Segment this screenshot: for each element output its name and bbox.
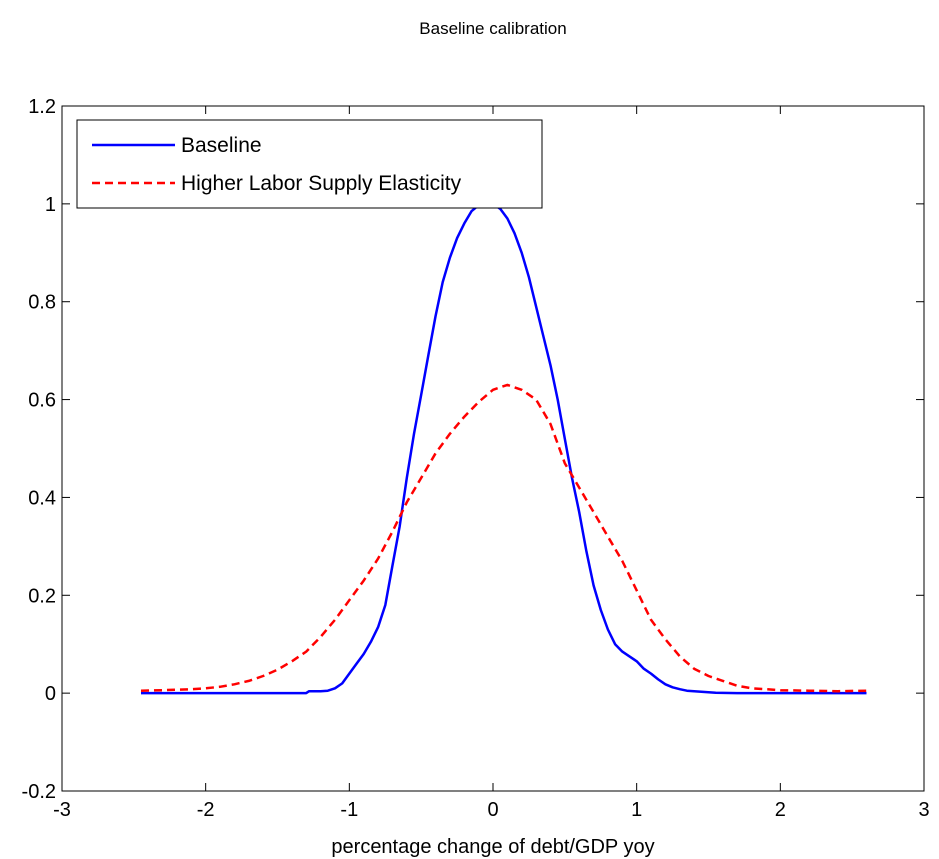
series-line-baseline — [141, 202, 867, 695]
x-axis-label: percentage change of debt/GDP yoy — [331, 836, 654, 858]
legend: Baseline Higher Labor Supply Elasticity — [76, 119, 543, 209]
x-tick-label: 3 — [918, 799, 929, 821]
x-tick-label: 2 — [775, 799, 786, 821]
x-tick-label: -1 — [340, 799, 358, 821]
legend-label: Baseline — [181, 134, 262, 157]
series-group — [140, 202, 867, 695]
x-tick-label: 0 — [487, 799, 498, 821]
legend-label: Higher Labor Supply Elasticity — [181, 172, 462, 195]
y-tick-label: 0 — [45, 683, 56, 705]
x-tick-label: -2 — [197, 799, 215, 821]
legend-box — [76, 119, 543, 209]
x-tick-label: 1 — [631, 799, 642, 821]
y-tick-label: -0.2 — [22, 781, 56, 803]
plot-area-frame — [61, 105, 925, 792]
series-line-higher-labor-supply-elasticity — [140, 383, 867, 693]
y-tick-label: 1 — [45, 194, 56, 216]
y-tick-label: 0.8 — [28, 292, 56, 314]
ticks: -3 -2 -1 0 1 2 3 -0.2 0 0.2 0.4 0.6 0.8 1 1.2 — [22, 96, 930, 821]
x-tick-label: -3 — [53, 799, 71, 821]
y-tick-label: 0.2 — [28, 585, 56, 607]
y-tick-label: 0.4 — [28, 487, 56, 509]
chart-title: Baseline calibration — [419, 19, 566, 38]
axes — [61, 105, 925, 792]
y-tick-label: 0.6 — [28, 390, 56, 412]
y-tick-label: 1.2 — [28, 96, 56, 118]
